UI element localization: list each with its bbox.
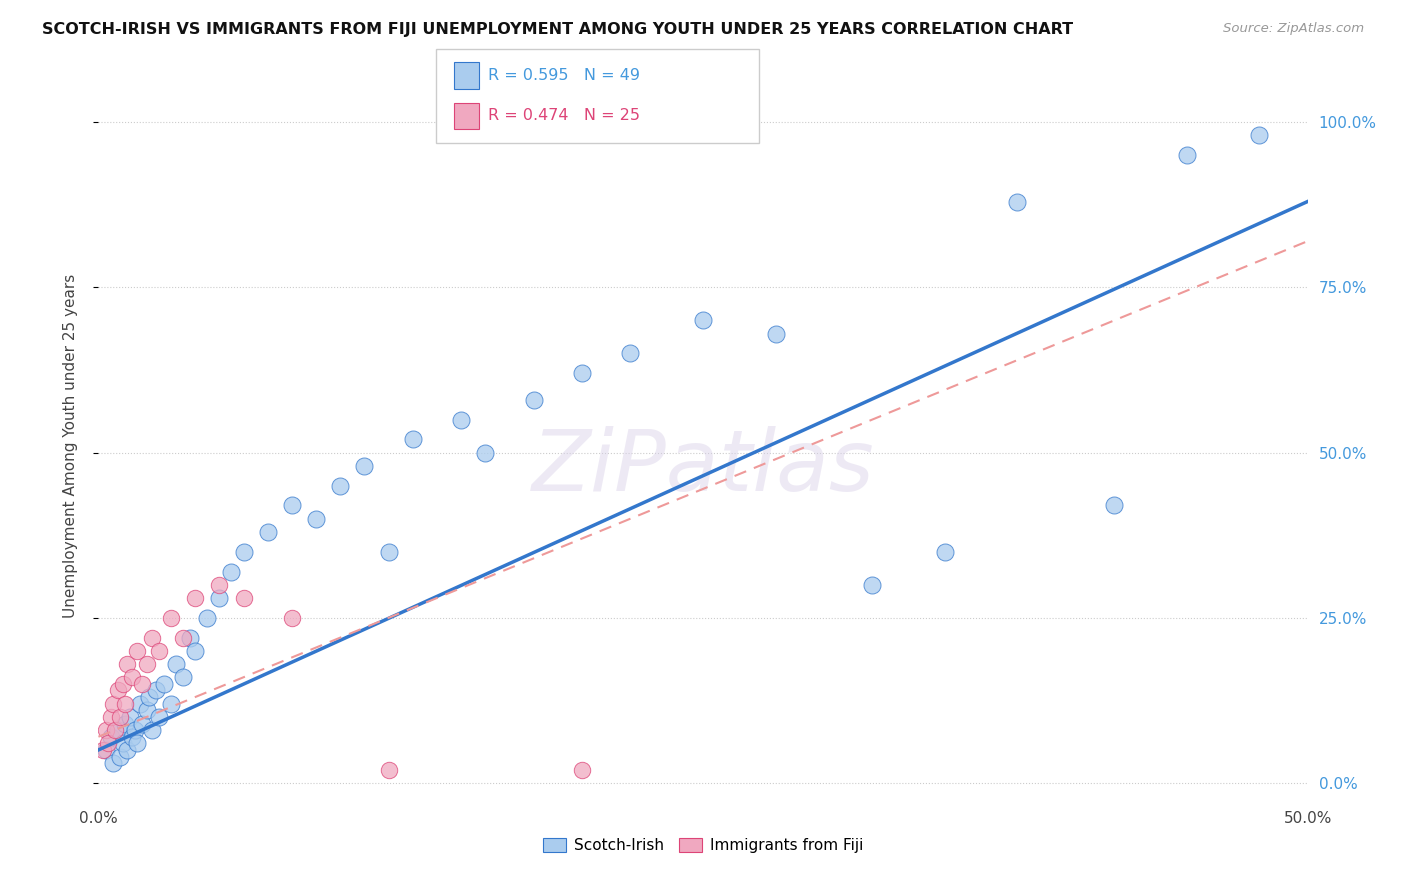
Point: [172, 631, 194, 645]
Point: [101, 697, 124, 711]
Point: [108, 749, 131, 764]
Point: [131, 716, 153, 731]
Point: [571, 763, 593, 777]
Point: [165, 657, 187, 671]
Point: [208, 578, 231, 592]
Point: [101, 756, 124, 771]
Point: [117, 743, 139, 757]
Point: [111, 736, 134, 750]
Point: [934, 545, 956, 559]
Point: [353, 458, 375, 473]
Text: SCOTCH-IRISH VS IMMIGRANTS FROM FIJI UNEMPLOYMENT AMONG YOUTH UNDER 25 YEARS COR: SCOTCH-IRISH VS IMMIGRANTS FROM FIJI UNE…: [42, 22, 1073, 37]
Point: [104, 723, 127, 738]
Point: [377, 763, 399, 777]
Point: [107, 723, 129, 738]
Point: [172, 670, 194, 684]
Point: [138, 690, 160, 704]
Point: [131, 677, 153, 691]
Point: [184, 644, 207, 658]
Point: [114, 716, 136, 731]
Point: [1175, 148, 1198, 162]
Point: [111, 677, 134, 691]
Point: [184, 591, 207, 605]
Point: [135, 657, 157, 671]
Point: [100, 730, 122, 744]
Point: [141, 723, 163, 738]
Point: [141, 631, 163, 645]
Point: [145, 683, 167, 698]
Point: [100, 710, 122, 724]
Point: [571, 367, 593, 381]
Point: [94, 743, 117, 757]
Point: [256, 524, 278, 539]
Point: [281, 499, 304, 513]
Point: [114, 697, 136, 711]
Point: [329, 478, 352, 492]
Point: [765, 326, 787, 341]
Point: [377, 545, 399, 559]
Text: R = 0.474   N = 25: R = 0.474 N = 25: [488, 109, 640, 123]
Point: [127, 644, 149, 658]
Y-axis label: Unemployment Among Youth under 25 years: Unemployment Among Youth under 25 years: [63, 274, 77, 618]
Point: [1007, 194, 1029, 209]
Text: ZiPatlas: ZiPatlas: [531, 425, 875, 509]
Point: [1249, 128, 1271, 143]
Point: [128, 697, 150, 711]
Point: [121, 670, 143, 684]
Point: [148, 710, 170, 724]
Point: [108, 710, 131, 724]
Point: [281, 611, 304, 625]
Point: [1102, 499, 1125, 513]
Point: [117, 657, 139, 671]
Text: R = 0.595   N = 49: R = 0.595 N = 49: [488, 69, 640, 83]
Point: [523, 392, 546, 407]
Legend: Scotch-Irish, Immigrants from Fiji: Scotch-Irish, Immigrants from Fiji: [537, 832, 869, 859]
Point: [692, 313, 714, 327]
Point: [94, 723, 117, 738]
Point: [450, 412, 472, 426]
Point: [135, 703, 157, 717]
Point: [179, 631, 201, 645]
Point: [195, 611, 218, 625]
Point: [121, 730, 143, 744]
Point: [221, 565, 243, 579]
Point: [232, 545, 254, 559]
Point: [232, 591, 254, 605]
Point: [160, 697, 183, 711]
Text: Source: ZipAtlas.com: Source: ZipAtlas.com: [1223, 22, 1364, 36]
Point: [127, 736, 149, 750]
Point: [124, 723, 146, 738]
Point: [474, 445, 496, 459]
Point: [619, 346, 641, 360]
Point: [305, 511, 328, 525]
Point: [97, 736, 120, 750]
Point: [91, 743, 114, 757]
Point: [860, 578, 883, 592]
Point: [148, 644, 170, 658]
Point: [152, 677, 174, 691]
Point: [107, 683, 129, 698]
Point: [208, 591, 231, 605]
Point: [118, 710, 141, 724]
Point: [160, 611, 183, 625]
Point: [402, 433, 425, 447]
